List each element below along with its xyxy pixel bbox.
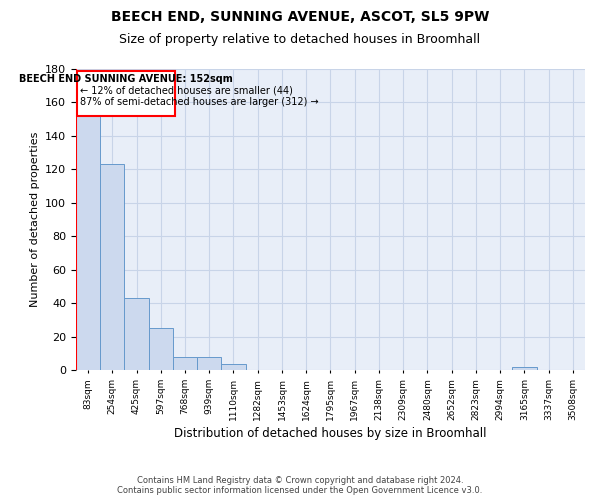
Text: Contains HM Land Registry data © Crown copyright and database right 2024.
Contai: Contains HM Land Registry data © Crown c… — [118, 476, 482, 495]
Text: 87% of semi-detached houses are larger (312) →: 87% of semi-detached houses are larger (… — [80, 98, 318, 108]
Bar — [76, 116, 100, 370]
Bar — [149, 328, 173, 370]
Text: Size of property relative to detached houses in Broomhall: Size of property relative to detached ho… — [119, 32, 481, 46]
Bar — [197, 357, 221, 370]
X-axis label: Distribution of detached houses by size in Broomhall: Distribution of detached houses by size … — [174, 427, 487, 440]
FancyBboxPatch shape — [77, 70, 175, 116]
Text: BEECH END, SUNNING AVENUE, ASCOT, SL5 9PW: BEECH END, SUNNING AVENUE, ASCOT, SL5 9P… — [111, 10, 489, 24]
Y-axis label: Number of detached properties: Number of detached properties — [29, 132, 40, 308]
Bar — [124, 298, 149, 370]
Bar — [221, 364, 245, 370]
Bar — [100, 164, 124, 370]
Bar — [512, 367, 536, 370]
Text: BEECH END SUNNING AVENUE: 152sqm: BEECH END SUNNING AVENUE: 152sqm — [19, 74, 233, 84]
Bar — [173, 357, 197, 370]
Text: ← 12% of detached houses are smaller (44): ← 12% of detached houses are smaller (44… — [80, 86, 292, 96]
